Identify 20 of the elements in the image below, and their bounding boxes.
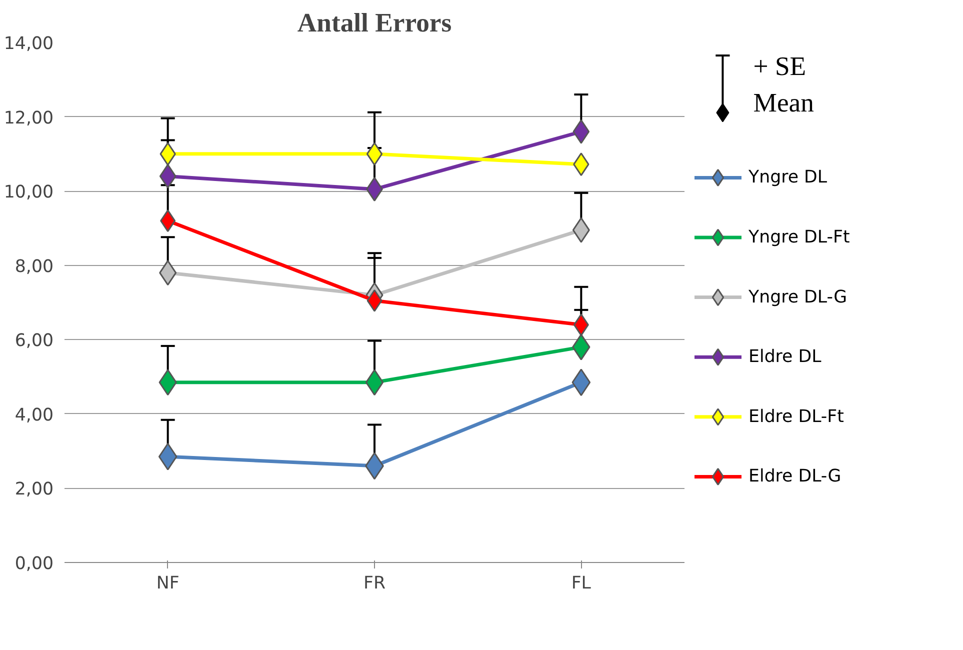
y-tick-label: 10,00 bbox=[4, 182, 54, 203]
y-tick-label: 8,00 bbox=[14, 256, 54, 277]
y-tick-label: 4,00 bbox=[14, 405, 54, 426]
x-tick-label: NF bbox=[156, 574, 180, 594]
y-tick-label: 12,00 bbox=[4, 108, 54, 128]
y-tick-label: 2,00 bbox=[14, 480, 54, 500]
x-tick-label: FL bbox=[571, 574, 592, 594]
legend-label: Eldre DL-G bbox=[748, 466, 842, 487]
legend-label: Yngre DL-G bbox=[748, 287, 848, 308]
x-tick-label: FR bbox=[363, 574, 386, 594]
text: + SE bbox=[753, 50, 806, 81]
y-tick-label: 0,00 bbox=[14, 554, 54, 574]
text: Mean bbox=[753, 87, 814, 118]
legend-label: Yngre DL-Ft bbox=[748, 228, 850, 248]
legend-label: Yngre DL bbox=[748, 168, 828, 188]
y-tick-label: 14,00 bbox=[4, 34, 54, 54]
y-tick-label: 6,00 bbox=[14, 331, 54, 352]
legend-label: Eldre DL-Ft bbox=[748, 406, 844, 427]
chart-title: Antall Errors bbox=[297, 8, 452, 38]
legend-label: Eldre DL bbox=[748, 347, 822, 368]
